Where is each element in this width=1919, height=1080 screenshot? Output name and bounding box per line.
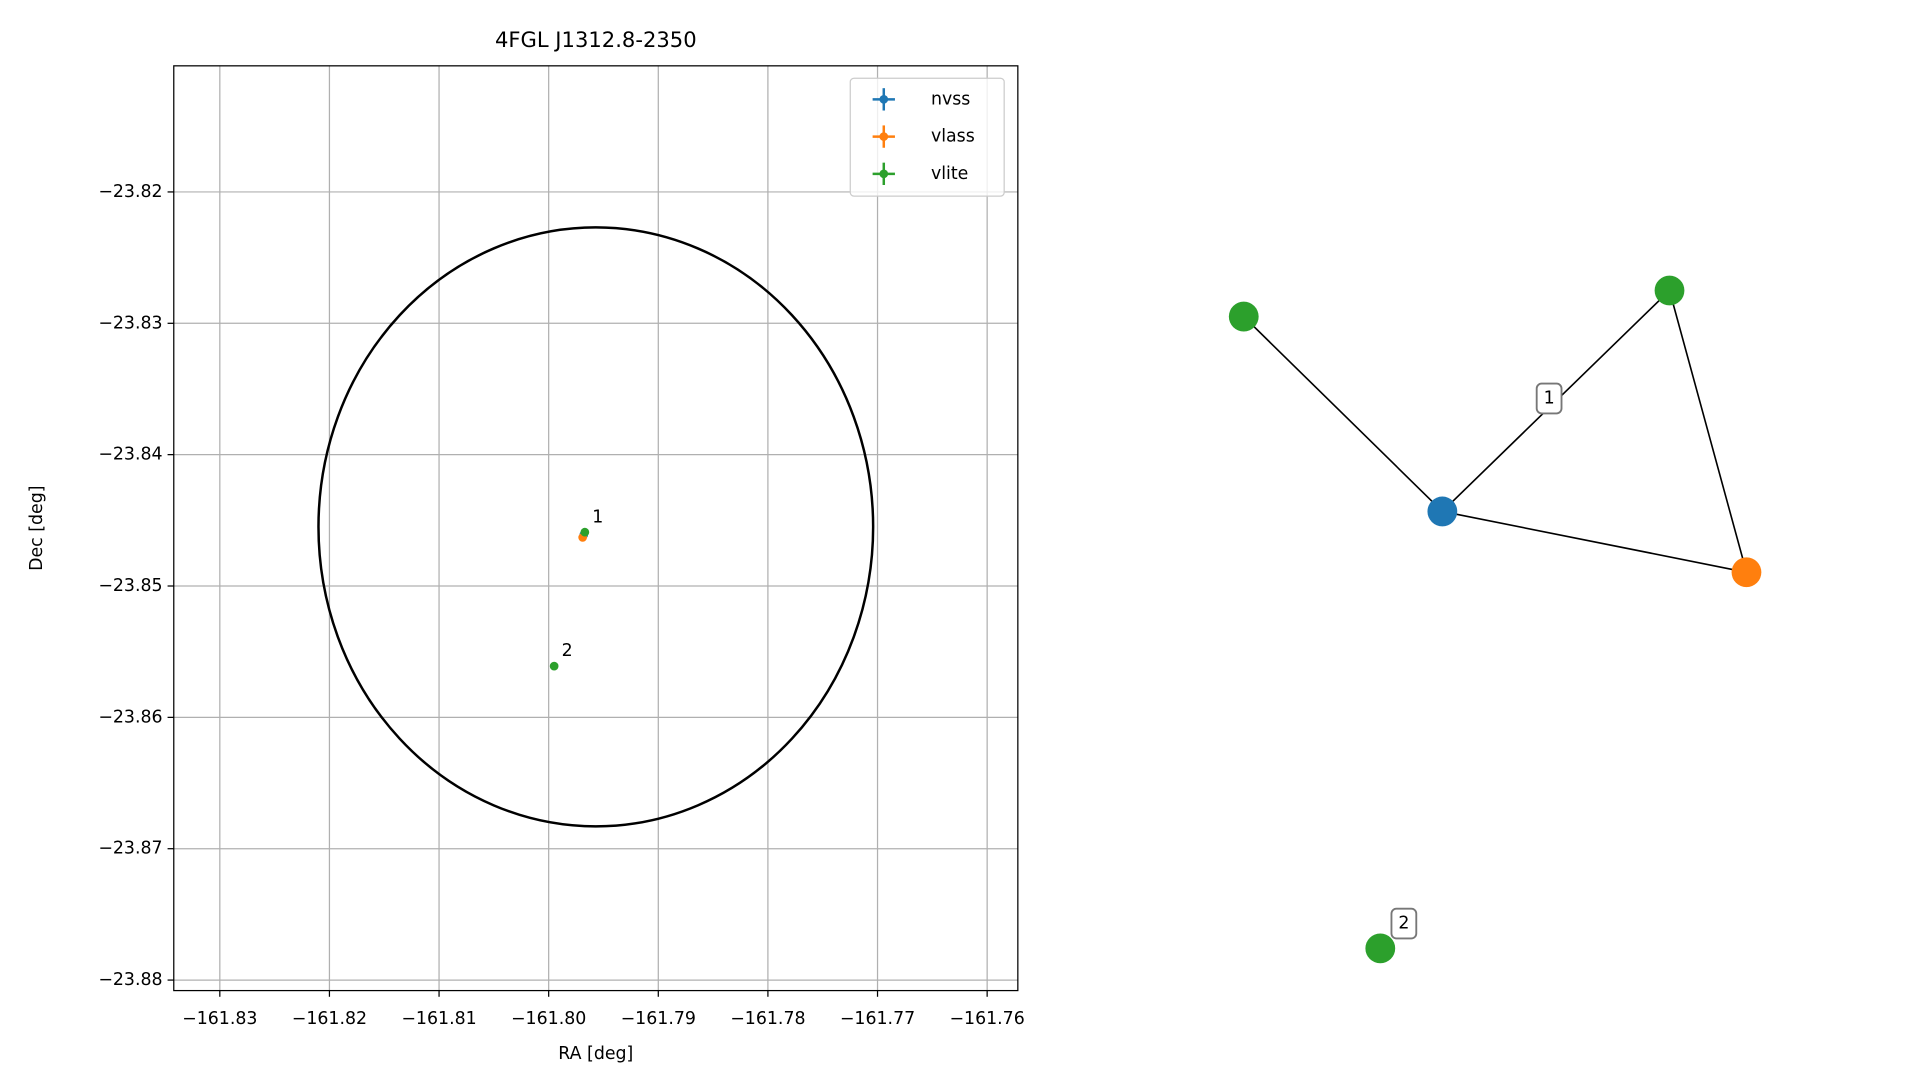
x-tick-label: −161.81 [401, 1009, 476, 1029]
y-tick-label: −23.87 [98, 839, 162, 859]
y-tick-label: −23.86 [98, 707, 162, 727]
annotation: 2 [562, 641, 573, 661]
node [1654, 275, 1685, 306]
legend-marker [879, 95, 889, 104]
node [1228, 301, 1259, 332]
legend-label: vlite [931, 164, 968, 184]
x-tick-label: −161.78 [730, 1009, 805, 1029]
legend-label: nvss [931, 89, 970, 109]
x-tick-label: −161.82 [292, 1009, 367, 1029]
component-label: 1 [1544, 388, 1555, 408]
legend-label: vlass [931, 127, 975, 147]
y-tick-label: −23.84 [98, 445, 162, 465]
x-tick-label: −161.80 [511, 1009, 586, 1029]
y-tick-label: −23.83 [98, 313, 162, 333]
component-label-box [1535, 382, 1563, 415]
node [1427, 496, 1458, 527]
edge [1243, 315, 1443, 513]
x-axis-label: RA [deg] [558, 1044, 633, 1064]
annotation: 1 [592, 507, 603, 527]
y-tick-label: −23.85 [98, 576, 162, 596]
x-tick-label: −161.77 [840, 1009, 915, 1029]
legend-marker [879, 169, 889, 179]
component-label: 2 [1398, 914, 1409, 934]
x-tick-label: −161.79 [621, 1009, 696, 1029]
legend-marker [879, 132, 889, 141]
component-label-box [1390, 907, 1418, 940]
x-tick-label: −161.83 [182, 1009, 257, 1029]
ellipse [317, 226, 875, 828]
legend-box [849, 77, 1005, 197]
x-tick-label: −161.76 [949, 1009, 1024, 1029]
y-tick-label: −23.82 [98, 182, 162, 202]
point [549, 661, 559, 671]
chart-title: 4FGL J1312.8-2350 [495, 27, 697, 52]
y-axis-label: Dec [deg] [27, 486, 47, 571]
axes-frame [173, 65, 1019, 992]
node [1365, 933, 1396, 964]
y-tick-label: −23.88 [98, 970, 162, 990]
edge [1442, 510, 1747, 574]
node [1731, 557, 1762, 588]
edge [1668, 290, 1748, 573]
point [580, 527, 590, 537]
